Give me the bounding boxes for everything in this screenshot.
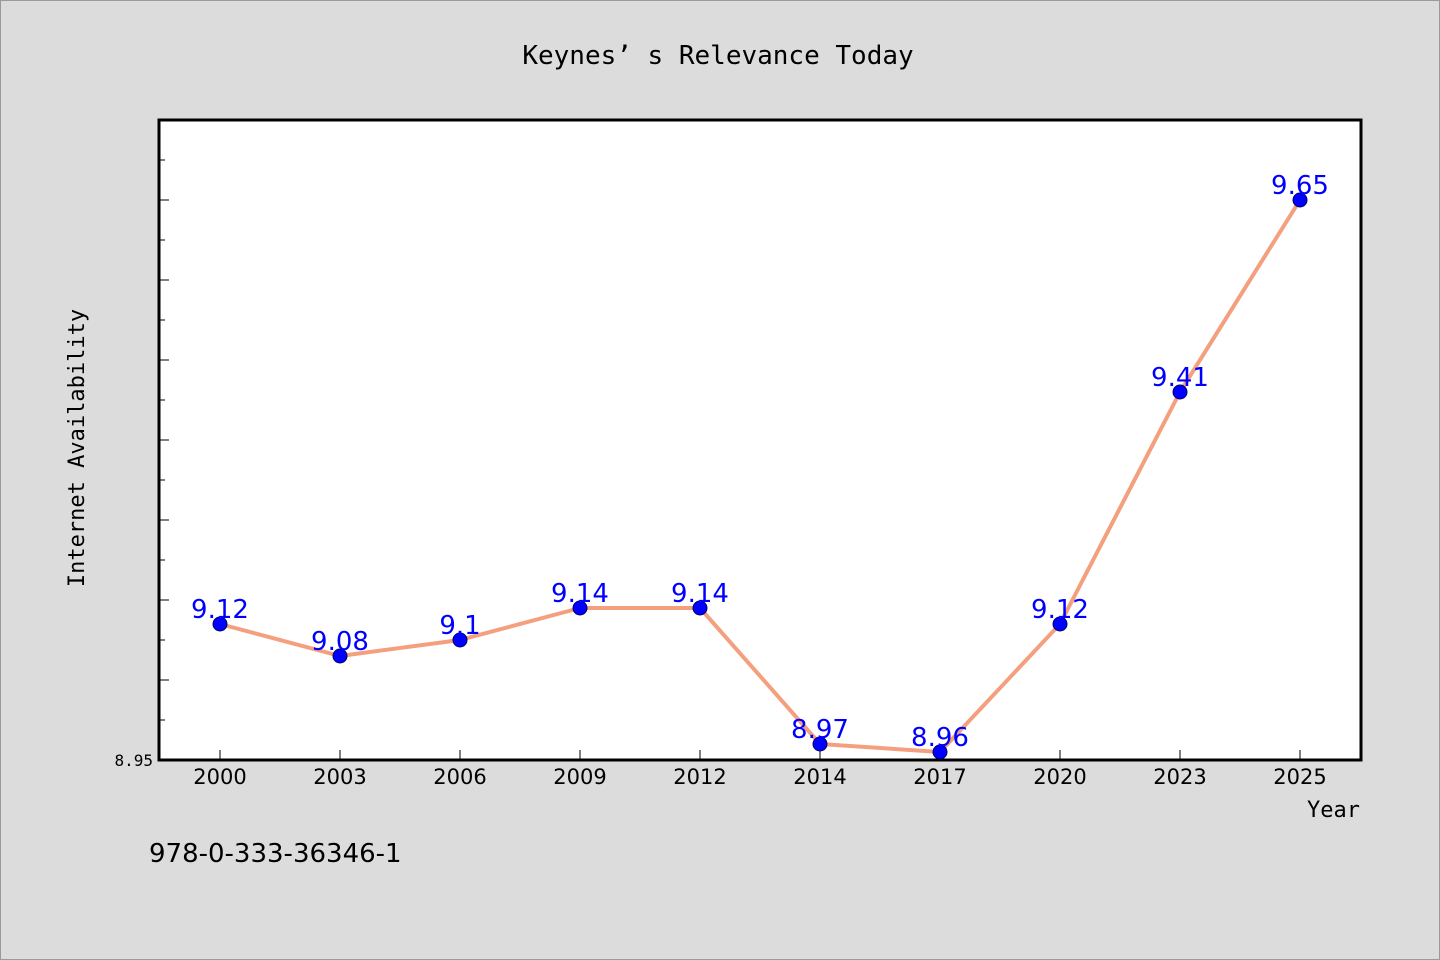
x-tick-label: 2020 [1033, 765, 1086, 789]
data-point [572, 600, 588, 616]
x-tick-label: 2003 [313, 765, 366, 789]
data-labels: 9.12 9.08 9.1 9.14 9.14 8.97 8.96 9.12 9.41 9.65 [191, 171, 1329, 753]
x-tick-label: 2017 [913, 765, 966, 789]
y-axis-label: Internet Availability [65, 309, 90, 587]
data-label: 9.14 [671, 579, 729, 609]
plot-area [157, 118, 1363, 762]
data-point [212, 616, 228, 632]
data-point [1172, 384, 1188, 400]
data-point [692, 600, 708, 616]
y-tick-label: 8.95 [114, 751, 153, 770]
x-tick-label: 2006 [433, 765, 486, 789]
x-tick-label: 2025 [1273, 765, 1326, 789]
data-label: 9.14 [551, 579, 609, 609]
data-label: 9.65 [1271, 171, 1329, 201]
data-label: 8.96 [911, 723, 969, 753]
y-axis-ticks [159, 119, 169, 761]
x-tick-label: 2000 [193, 765, 246, 789]
data-point [332, 648, 348, 664]
data-point [932, 744, 948, 760]
data-point [1052, 616, 1068, 632]
x-axis-ticks: 2000 2003 2006 2009 2012 2014 2017 2020 2023 2025 [193, 750, 1327, 789]
data-point [1292, 192, 1308, 208]
data-label: 9.1 [439, 611, 480, 641]
isbn-text: 978-0-333-36346-1 [149, 839, 402, 869]
data-point [812, 736, 828, 752]
data-label: 9.12 [191, 595, 249, 625]
y-axis-tick-labels: 8.95 [114, 751, 153, 770]
data-markers [212, 192, 1308, 760]
data-label: 8.97 [791, 715, 849, 745]
x-tick-label: 2014 [793, 765, 846, 789]
data-label: 9.12 [1031, 595, 1089, 625]
data-point [452, 632, 468, 648]
x-tick-label: 2012 [673, 765, 726, 789]
data-label: 9.41 [1151, 363, 1209, 393]
series-line [219, 198, 1302, 754]
x-tick-label: 2009 [553, 765, 606, 789]
data-label: 9.08 [311, 627, 369, 657]
x-axis-label: Year [1307, 798, 1360, 823]
chart-title: Keynes’ s Relevance Today [522, 41, 913, 71]
x-tick-label: 2023 [1153, 765, 1206, 789]
